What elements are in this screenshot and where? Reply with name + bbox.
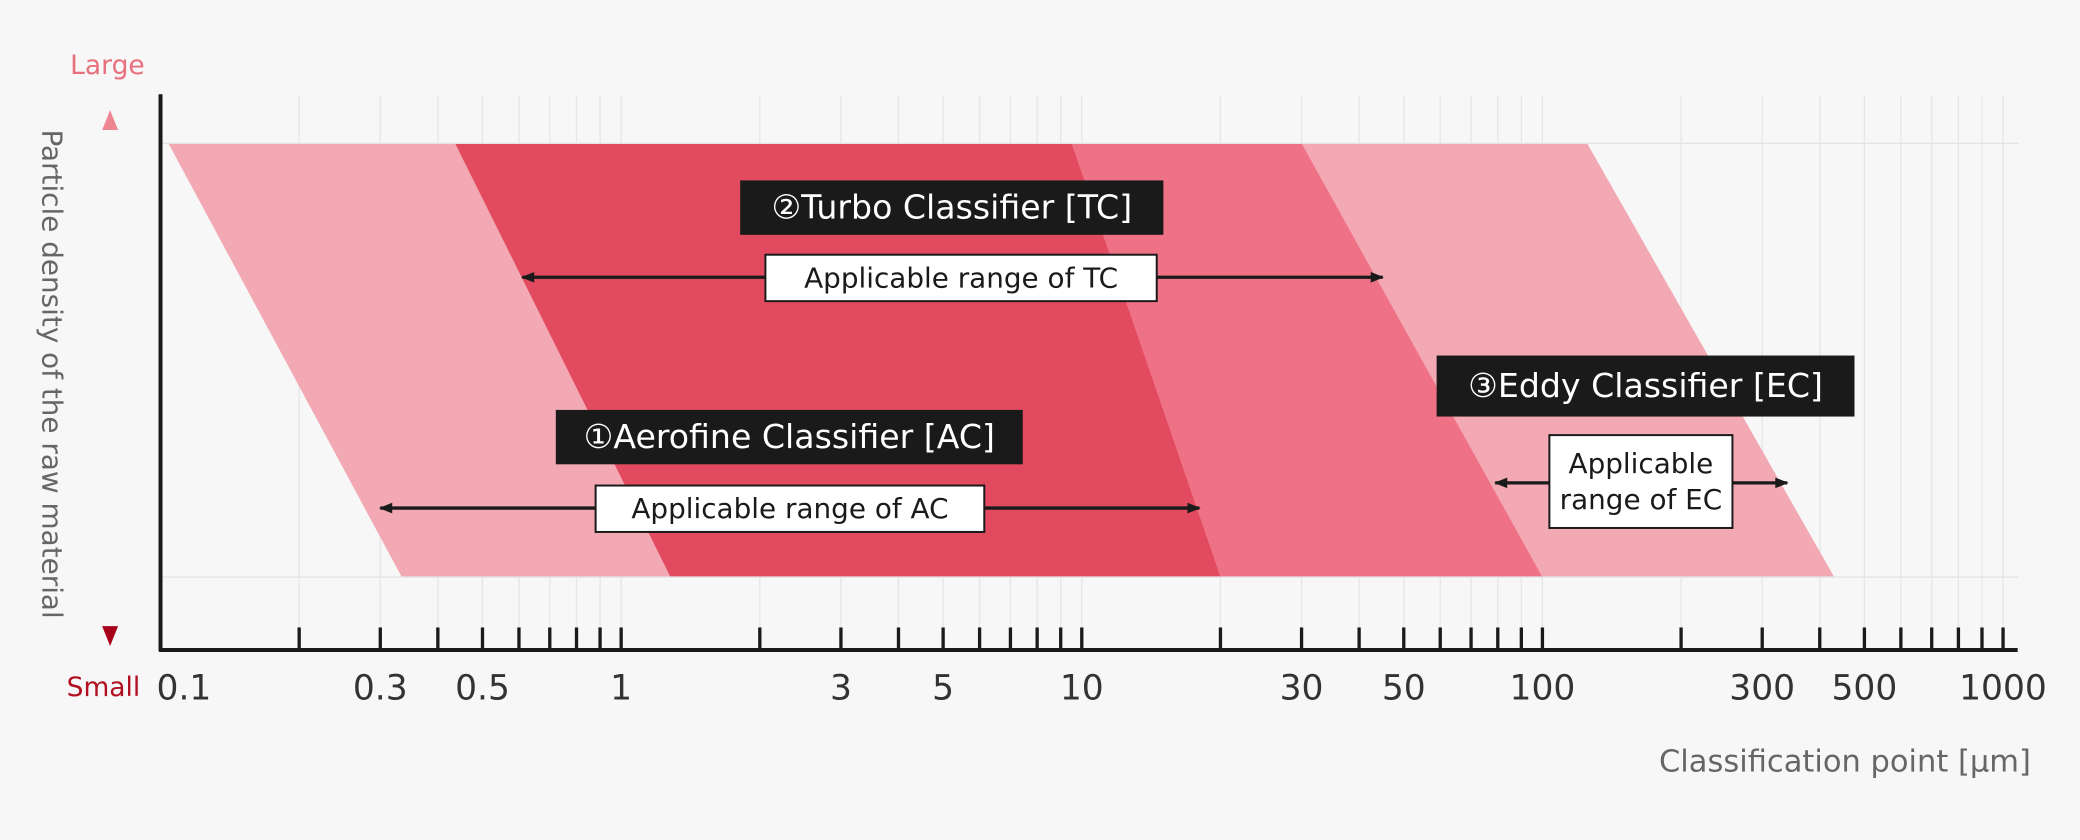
y-axis-label: Particle density of the raw material [35, 129, 68, 618]
x-tick-label: 0.3 [353, 668, 408, 708]
labels: ①Aerofine Classifier [AC] Applicable rang… [378, 180, 1855, 533]
band [455, 143, 1543, 578]
x-tick-label: 500 [1831, 668, 1897, 708]
ticks: 0.1 0.3 0.5 1 3 5 10 30 50 100 300 500 1000 [157, 627, 2047, 708]
x-tick-label: 100 [1510, 668, 1576, 708]
legend-label: ③Eddy Classifier [EC] [1468, 366, 1823, 405]
range-box [1548, 434, 1734, 529]
x-tick-label: 1000 [1959, 668, 2047, 708]
x-tick-label: 0.5 [455, 668, 510, 708]
x-tick-label: 300 [1729, 668, 1795, 708]
x-axis-label: Classification point [µm] [1659, 744, 2031, 779]
x-tick-label: 10 [1060, 668, 1104, 708]
x-tick-label: 3 [830, 668, 852, 708]
legend-box [555, 409, 1023, 465]
range-box [764, 253, 1158, 303]
range-label: Applicable range of AC [631, 492, 948, 525]
x-tick-label: 50 [1382, 668, 1426, 708]
x-tick-label: 5 [932, 668, 954, 708]
legend-label: ①Aerofine Classifier [AC] [584, 417, 995, 456]
legend-box [1436, 355, 1855, 417]
range-label: Applicable [1569, 447, 1714, 480]
x-tick-label: 30 [1280, 668, 1324, 708]
range-box [594, 484, 986, 533]
range-label: range of EC [1560, 483, 1723, 516]
y-bottom-label: Small [67, 672, 141, 703]
legend-box [740, 180, 1164, 235]
y-arrow-head-top [102, 110, 119, 131]
y-top-label: Large [70, 50, 145, 81]
x-tick-label: 1 [610, 668, 632, 708]
y-arrow-head-bottom [102, 626, 119, 647]
range-label: Applicable range of TC [804, 261, 1118, 294]
x-tick-label: 0.1 [157, 668, 212, 708]
legend-label: ②Turbo Classifier [TC] [771, 187, 1132, 226]
